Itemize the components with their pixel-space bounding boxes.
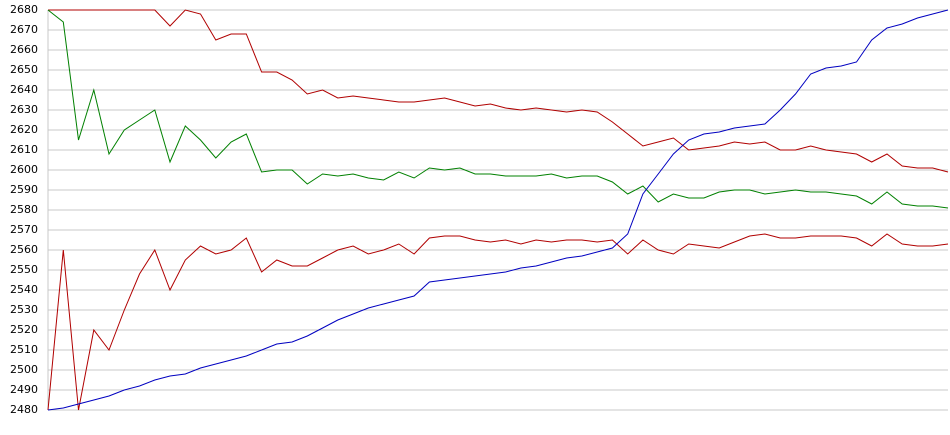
y-tick-label: 2480 bbox=[10, 403, 38, 416]
y-tick-label: 2650 bbox=[10, 63, 38, 76]
y-tick-label: 2590 bbox=[10, 183, 38, 196]
y-tick-label: 2550 bbox=[10, 263, 38, 276]
y-tick-label: 2660 bbox=[10, 43, 38, 56]
series-line bbox=[47, 9, 949, 411]
series-line bbox=[48, 9, 949, 173]
y-tick-label: 2640 bbox=[10, 83, 38, 96]
y-tick-label: 2570 bbox=[10, 223, 38, 236]
y-tick-label: 2600 bbox=[10, 163, 38, 176]
y-tick-label: 2680 bbox=[10, 3, 38, 16]
y-tick-label: 2610 bbox=[10, 143, 38, 156]
y-tick-label: 2510 bbox=[10, 343, 38, 356]
y-tick-label: 2630 bbox=[10, 103, 38, 116]
y-tick-label: 2520 bbox=[10, 323, 38, 336]
y-tick-label: 2530 bbox=[10, 303, 38, 316]
series-line bbox=[47, 233, 949, 411]
y-tick-label: 2580 bbox=[10, 203, 38, 216]
y-tick-label: 2500 bbox=[10, 363, 38, 376]
y-tick-label: 2670 bbox=[10, 23, 38, 36]
series-line bbox=[47, 9, 949, 209]
y-tick-label: 2490 bbox=[10, 383, 38, 396]
y-tick-label: 2620 bbox=[10, 123, 38, 136]
y-tick-label: 2540 bbox=[10, 283, 38, 296]
y-tick-label: 2560 bbox=[10, 243, 38, 256]
